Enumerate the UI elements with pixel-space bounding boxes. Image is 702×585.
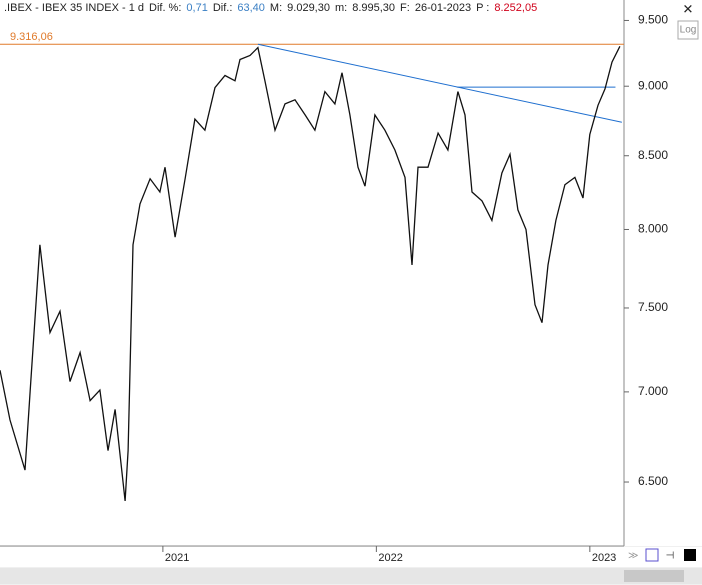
x-axis-area xyxy=(0,547,702,567)
price-line xyxy=(0,46,621,501)
y-tick-label: 7.000 xyxy=(638,384,668,398)
y-tick-label: 9.500 xyxy=(638,13,668,27)
y-tick-label: 7.500 xyxy=(638,300,668,314)
x-tick-label: 2021 xyxy=(165,552,189,564)
scrollbar[interactable] xyxy=(0,568,702,584)
y-tick-label: 6.500 xyxy=(638,474,668,488)
stat-value: 63,40 xyxy=(237,2,265,14)
stat-value: 8.995,30 xyxy=(352,2,396,14)
stat-value: 9.029,30 xyxy=(287,2,330,14)
close-button[interactable]: ✕ xyxy=(683,1,694,16)
y-tick-label: 8.500 xyxy=(638,148,668,162)
y-axis-area xyxy=(624,0,702,546)
color-icon[interactable] xyxy=(684,549,696,561)
stat-label: Dif.: xyxy=(212,2,233,14)
stat-label: M: xyxy=(269,2,283,14)
level-label: 9.316,06 xyxy=(10,31,53,43)
stat-label: F: xyxy=(400,2,410,14)
trendline xyxy=(257,43,622,123)
plot-area xyxy=(0,0,624,546)
y-tick-label: 8.000 xyxy=(638,222,668,236)
y-tick-label: 9.000 xyxy=(638,78,668,92)
symbol: .IBEX - IBEX 35 INDEX - 1 d xyxy=(4,2,144,14)
log-button[interactable] xyxy=(677,20,699,40)
stat-value: 26-01-2023 xyxy=(414,2,472,14)
pin-icon[interactable]: ⊣ xyxy=(666,551,675,562)
stat-value: 0,71 xyxy=(186,2,208,14)
stat-label: P : xyxy=(476,2,490,14)
stat-label: m: xyxy=(334,2,348,14)
x-tick-label: 2023 xyxy=(592,552,616,564)
scroll-thumb[interactable] xyxy=(624,570,684,582)
x-tick-label: 2022 xyxy=(378,552,402,564)
save-icon[interactable] xyxy=(645,548,659,562)
scroll-icon[interactable]: ≫ xyxy=(628,551,638,562)
log-label[interactable]: Log xyxy=(680,25,697,36)
stat-value: 8.252,05 xyxy=(494,2,538,14)
header: .IBEX - IBEX 35 INDEX - 1 d Dif. %: 0,71 Di… xyxy=(4,2,542,14)
stat-label: Dif. %: xyxy=(149,2,182,14)
